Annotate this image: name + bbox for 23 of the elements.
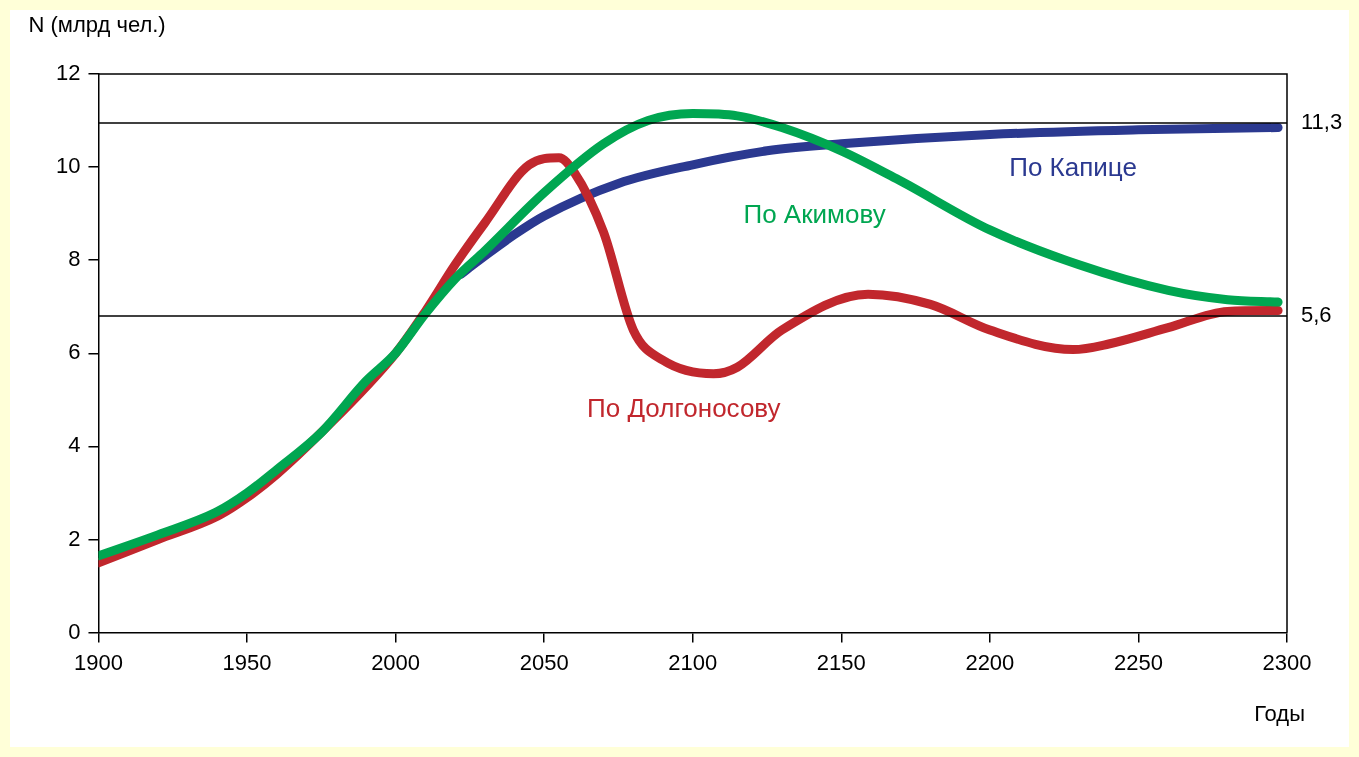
x-tick-label: 1950 xyxy=(222,649,272,675)
y-tick-label: 6 xyxy=(68,339,81,365)
y-tick-label: 10 xyxy=(55,153,81,179)
y-tick-label: 2 xyxy=(68,525,81,551)
y-tick-label: 12 xyxy=(55,60,81,86)
x-tick-label: 2200 xyxy=(965,649,1015,675)
annotation: 5,6 xyxy=(1301,302,1332,328)
y-tick-label: 8 xyxy=(68,246,81,272)
y-axis-title: N (млрд чел.) xyxy=(28,12,166,37)
y-tick-label: 4 xyxy=(68,432,81,458)
x-tick-label: 2000 xyxy=(371,649,421,675)
x-tick-label: 2150 xyxy=(816,649,866,675)
y-tick-label: 0 xyxy=(68,618,81,644)
series-label: По Долгоносову xyxy=(587,392,781,423)
x-tick-label: 2300 xyxy=(1262,649,1312,675)
series-label: По Капице xyxy=(1009,152,1137,183)
x-tick-label: 1900 xyxy=(73,649,123,675)
x-axis-title: Годы xyxy=(1254,700,1305,726)
x-tick-label: 2250 xyxy=(1113,649,1163,675)
series-label: По Акимову xyxy=(743,198,886,229)
x-tick-label: 2100 xyxy=(668,649,718,675)
annotation: 11,3 xyxy=(1301,108,1343,134)
x-tick-label: 2050 xyxy=(519,649,569,675)
